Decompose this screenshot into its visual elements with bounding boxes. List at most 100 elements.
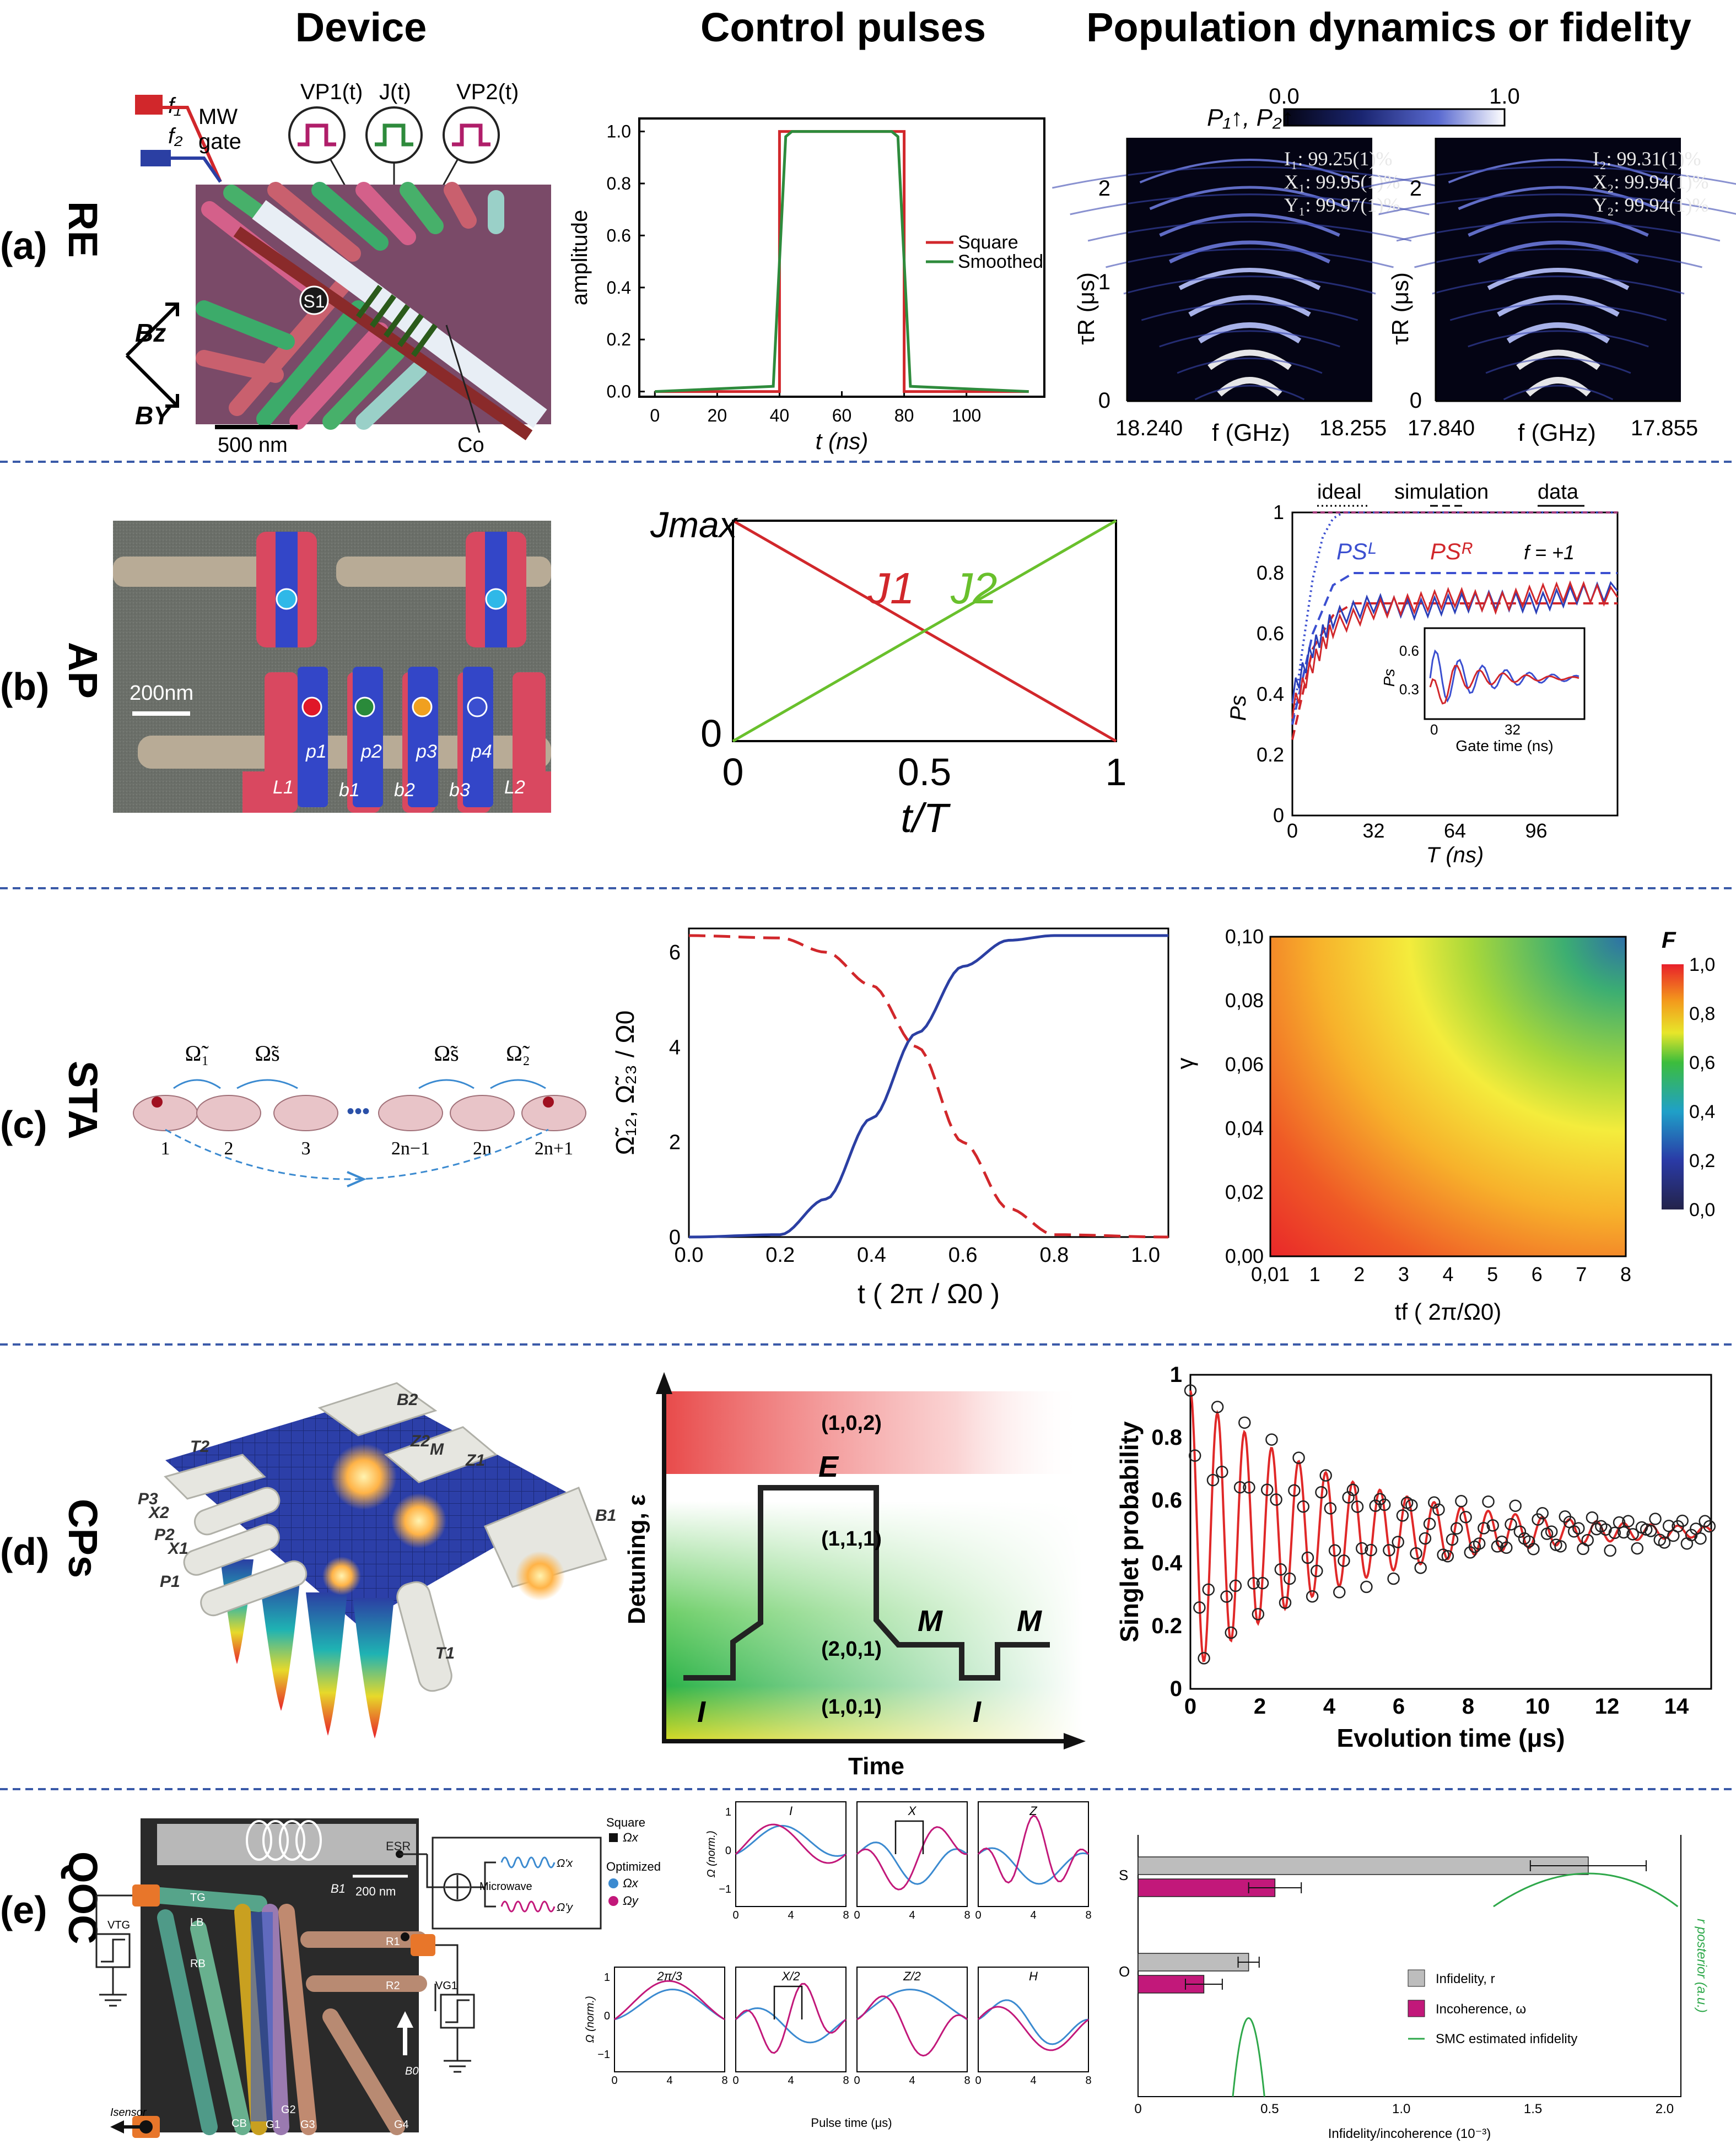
gate-label-L1: L1: [273, 777, 294, 798]
data-point: [1608, 1526, 1621, 1540]
y-tick-label: 6: [669, 941, 681, 964]
g2-label: G2: [281, 2104, 296, 2116]
data-point: [1355, 1542, 1368, 1555]
data-point: [1613, 1516, 1626, 1529]
scale-label: 200nm: [130, 682, 193, 705]
data-point: [1626, 1528, 1639, 1541]
data-point: [1649, 1513, 1662, 1525]
data-point: [1243, 1481, 1255, 1494]
by-label: BY: [135, 401, 172, 430]
row-a-device: f₁ f₂ MW gate VP1(t) J(t) VP2(t): [125, 80, 551, 457]
row-a-heatmap-2: I₂: 99.31(1)% X₂: 99.94(1)% Y₂: 99.94(1)…: [1360, 138, 1736, 446]
rabi-fringe: [1052, 166, 1448, 189]
data-point: [1229, 1579, 1242, 1592]
legend-label: Incoherence, ω: [1436, 2002, 1526, 2017]
plot-frame: [688, 927, 1169, 1238]
mark-i: I: [697, 1695, 706, 1729]
series-line: [1291, 580, 1619, 719]
data-point: [1631, 1542, 1644, 1555]
rabi-fringe: [1159, 330, 1340, 348]
x-tick-label: 0,01: [1251, 1263, 1290, 1286]
rabi-fringe: [1194, 385, 1305, 401]
gate-label-T1: T1: [435, 1644, 455, 1662]
x-tick-label: 1: [1309, 1263, 1320, 1286]
data-point: [1473, 1537, 1486, 1550]
x-tick-label: 4: [909, 2075, 915, 2087]
x-tick-label: 10: [1525, 1694, 1550, 1719]
legend-data: data: [1538, 480, 1579, 504]
pulse-panel-frame: [856, 1801, 968, 1907]
row-letter: (e): [0, 1888, 47, 1931]
rabi-fringe: [1468, 213, 1649, 237]
vp1-pulse-icon: [288, 106, 346, 164]
row-method: STA: [60, 1061, 106, 1139]
transfer-arc: [165, 1128, 549, 1180]
coupling-label: Ω̃s: [434, 1041, 459, 1066]
x-tick-label: 8: [1085, 2075, 1091, 2087]
data-point: [1233, 1481, 1247, 1494]
mark-m: M: [1017, 1605, 1042, 1638]
y-tick-label: 0: [669, 1226, 681, 1249]
site-ellipse: [450, 1095, 515, 1131]
xtick: 17.840: [1408, 416, 1475, 440]
data-point: [1410, 1547, 1422, 1560]
inset-series: [1429, 649, 1579, 703]
x-tick-label: 12: [1595, 1694, 1620, 1719]
x-tick-label: 6: [1393, 1694, 1405, 1719]
gate-label-b2: b2: [394, 780, 415, 801]
cbar-label: F: [1662, 927, 1676, 953]
xtick: 18.255: [1319, 416, 1387, 440]
x-tick-label: 60: [832, 406, 852, 425]
x-tick-label: 40: [770, 406, 790, 425]
data-point: [1328, 1544, 1341, 1557]
y-tick-label: 0,04: [1225, 1117, 1264, 1139]
row-label-c: (c) STA: [0, 1061, 106, 1146]
gate-label-b1: b1: [339, 780, 360, 801]
rabi-fringe: [1159, 213, 1340, 237]
rabi-fringe: [1360, 166, 1736, 189]
omega-x-trace: [614, 1988, 725, 2021]
posterior-curve: [1493, 1872, 1679, 1908]
data-point: [1225, 1626, 1237, 1639]
transfer-arrow-icon: [347, 1171, 367, 1187]
data-point: [1351, 1500, 1364, 1513]
posterior-curve: [1232, 2017, 1265, 2097]
rabi-fringe: [1485, 357, 1631, 374]
y-axis-label: Ω̃₁₂, Ω̃₂₃ / Ω0: [611, 1011, 639, 1155]
x-tick-label: 3: [1398, 1263, 1409, 1286]
data-point: [1260, 1483, 1274, 1496]
omega-y-trace: [856, 1826, 968, 1891]
y-tick-label: 0.2: [1257, 743, 1284, 766]
data-point: [1220, 1590, 1233, 1603]
x-tick-label: 6: [1532, 1263, 1543, 1286]
x-tick-label: 4: [1030, 2075, 1036, 2087]
data-point: [1676, 1514, 1689, 1527]
data-point: [1252, 1608, 1265, 1621]
heat2-ylabel: τR (μs): [1387, 272, 1413, 345]
scale-label: 200 nm: [355, 1884, 396, 1898]
mark-m: M: [918, 1605, 943, 1638]
site-ellipse: [378, 1095, 443, 1131]
heat1-ylabel: τR (μs): [1073, 272, 1099, 345]
row-method: CPs: [60, 1499, 106, 1578]
data-point: [1270, 1493, 1282, 1506]
row-d-detuning-diagram: (1,0,2) (1,1,1) (2,0,1) (1,0,1) E M M I …: [623, 1372, 1086, 1780]
ytick: 0: [1098, 388, 1110, 413]
g3-label: G3: [300, 2119, 315, 2131]
rabi-fringe: [1123, 276, 1376, 295]
x-axis-label: tf ( 2π/Ω0): [1395, 1299, 1501, 1325]
data-point: [1459, 1511, 1472, 1524]
heat1-fidelity-i: I₁: 99.25(1)%: [1284, 148, 1393, 170]
ytick: 0: [1410, 388, 1422, 413]
cb-label: CB: [231, 2118, 247, 2130]
x-tick-label: 80: [894, 406, 914, 425]
data-point: [1202, 1583, 1215, 1596]
f2-source-icon: [141, 150, 171, 166]
bar: [1137, 1953, 1249, 1972]
sem-image: S1: [196, 182, 551, 441]
gate-label-T2: T2: [190, 1438, 209, 1456]
data-point: [1446, 1533, 1459, 1546]
y-tick-label: 1.0: [607, 122, 631, 142]
inset-xlabel: Gate time (ns): [1455, 737, 1553, 754]
